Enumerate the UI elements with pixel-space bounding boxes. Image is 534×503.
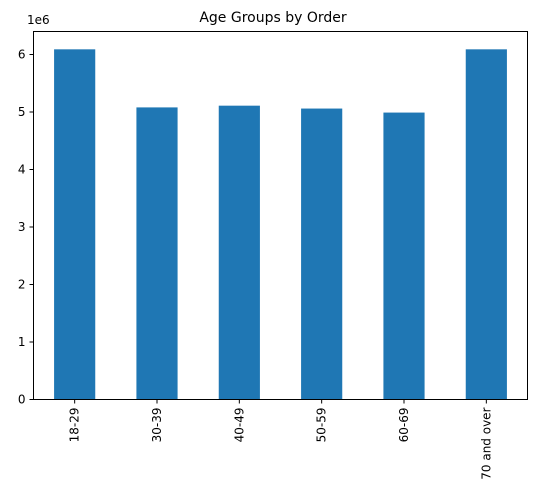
x-tick-label: 50-59 — [315, 408, 329, 443]
y-tick-label: 6 — [18, 48, 26, 62]
y-tick-label: 2 — [18, 278, 26, 292]
plot-frame — [33, 31, 528, 400]
y-tick-label: 5 — [18, 105, 26, 119]
x-axis: 18-29 30-39 40-49 50-59 60-69 70 and over — [68, 399, 493, 480]
y-tick-label: 4 — [18, 163, 26, 177]
x-tick-label: 30-39 — [150, 408, 164, 443]
y-tick-label: 1 — [18, 335, 26, 349]
y-axis-scale-label: 1e6 — [27, 13, 50, 27]
bar-70-and-over — [465, 49, 507, 400]
bar-50-59 — [301, 108, 343, 400]
bar-30-39 — [136, 107, 178, 400]
y-tick-label: 0 — [18, 393, 26, 407]
bar-18-29 — [54, 49, 96, 400]
x-tick-label: 60-69 — [397, 408, 411, 443]
chart-title: Age Groups by Order — [199, 10, 347, 26]
bar-40-49 — [218, 105, 260, 400]
bar-60-69 — [383, 112, 425, 400]
x-tick-label: 40-49 — [232, 408, 246, 443]
x-tick-label: 70 and over — [479, 407, 493, 479]
x-tick-label: 18-29 — [68, 408, 82, 443]
y-axis: 0 1 2 3 4 5 6 — [18, 48, 34, 407]
y-tick-label: 3 — [18, 220, 26, 234]
bars-group — [54, 49, 507, 400]
